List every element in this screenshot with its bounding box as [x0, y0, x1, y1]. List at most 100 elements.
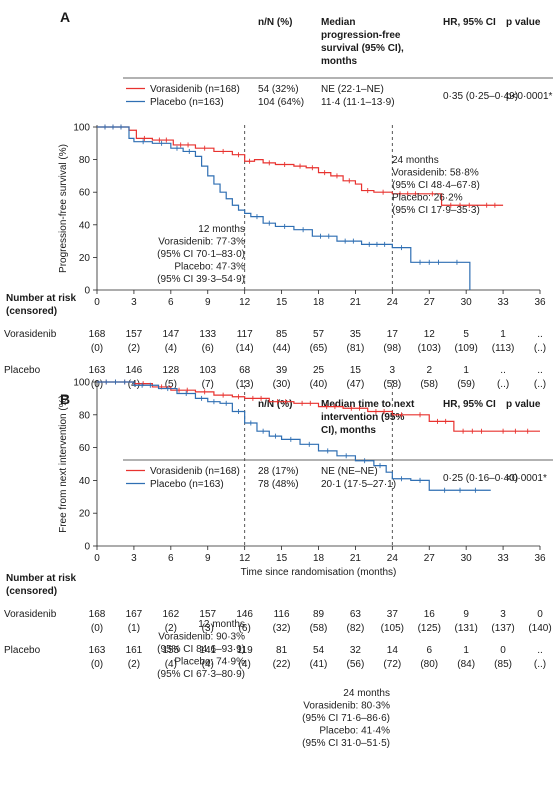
x-tick-label: 15 — [276, 553, 288, 564]
risk-count: 2 — [426, 365, 432, 376]
panel-letter: A — [60, 9, 70, 25]
risk-count: 89 — [313, 609, 325, 620]
risk-censored: (59) — [457, 379, 475, 390]
risk-count: 147 — [162, 329, 179, 340]
risk-censored: (103) — [418, 343, 441, 354]
risk-count: 9 — [463, 609, 469, 620]
x-tick-label: 18 — [313, 297, 325, 308]
risk-count: 157 — [199, 609, 216, 620]
legend-label: Vorasidenib (n=168) — [150, 84, 240, 95]
legend-label: Placebo (n=163) — [150, 97, 224, 108]
risk-censored: (44) — [273, 343, 291, 354]
risk-censored: (30) — [273, 379, 291, 390]
risk-censored: (65) — [310, 343, 328, 354]
y-tick-label: 0 — [84, 542, 90, 553]
risk-count: 163 — [89, 365, 106, 376]
x-tick-label: 6 — [168, 297, 174, 308]
risk-censored: (80) — [420, 659, 438, 670]
risk-count: 85 — [276, 329, 288, 340]
risk-table-header: Number at risk — [6, 293, 76, 304]
col-header-median: progression-free — [321, 30, 401, 41]
risk-count: 119 — [237, 645, 253, 656]
y-tick-label: 60 — [79, 443, 91, 454]
x-tick-label: 9 — [205, 553, 211, 564]
annotation-b24: (95% CI 31·0–51·5) — [302, 738, 390, 749]
risk-censored: (0) — [91, 659, 103, 670]
risk-censored: (58) — [383, 379, 401, 390]
col-header-p: p value — [506, 399, 541, 410]
panel-letter: B — [60, 391, 70, 407]
risk-censored: (..) — [534, 343, 546, 354]
risk-row-label: Vorasidenib — [4, 609, 57, 620]
annotation-a24: (95% CI 48·4–67·8) — [392, 180, 480, 191]
risk-count: .. — [537, 365, 543, 376]
risk-censored: (7) — [202, 379, 214, 390]
risk-censored: (6) — [202, 343, 214, 354]
risk-count: 117 — [237, 329, 253, 340]
annotation-a24: Vorasidenib: 58·8% — [392, 168, 479, 179]
risk-censored: (131) — [454, 623, 477, 634]
risk-censored: (4) — [165, 343, 177, 354]
risk-censored: (109) — [454, 343, 477, 354]
x-tick-label: 30 — [461, 553, 473, 564]
risk-censored: (5) — [165, 379, 177, 390]
risk-count: 39 — [276, 365, 288, 376]
x-tick-label: 21 — [350, 553, 362, 564]
risk-count: 3 — [500, 609, 506, 620]
risk-censored: (105) — [381, 623, 404, 634]
col-header-median: Median — [321, 17, 355, 28]
y-tick-label: 60 — [79, 188, 91, 199]
risk-count: 0 — [537, 609, 543, 620]
risk-row-label: Placebo — [4, 645, 41, 656]
risk-censored: (22) — [273, 659, 291, 670]
col-header-p: p value — [506, 17, 541, 28]
annotation-b12: Vorasidenib: 90·3% — [158, 632, 245, 643]
risk-censored: (2) — [128, 343, 140, 354]
annotation-a12: (95% CI 39·3–54·9) — [157, 274, 245, 285]
p-value: p<0·0001* — [506, 91, 553, 102]
risk-count: 16 — [424, 609, 436, 620]
x-tick-label: 21 — [350, 297, 362, 308]
x-axis-label: Time since randomisation (months) — [241, 567, 397, 578]
risk-count: 162 — [162, 609, 179, 620]
risk-censored: (98) — [383, 343, 401, 354]
x-tick-label: 36 — [534, 297, 546, 308]
risk-count: 1 — [463, 645, 469, 656]
annotation-b12: (95% CI 67·3–80·9) — [157, 669, 245, 680]
y-axis-label: Progression-free survival (%) — [58, 144, 69, 273]
y-tick-label: 20 — [79, 253, 91, 264]
risk-count: 146 — [126, 365, 143, 376]
risk-censored: (13) — [236, 379, 254, 390]
row-n: 78 (48%) — [258, 479, 299, 490]
col-header-median: months — [321, 56, 358, 67]
risk-count: 141 — [199, 645, 216, 656]
risk-censored: (2) — [128, 659, 140, 670]
annotation-a12: (95% CI 70·1–83·0) — [157, 249, 245, 260]
risk-count: .. — [500, 365, 506, 376]
col-header-median: survival (95% CI), — [321, 43, 404, 54]
x-tick-label: 6 — [168, 553, 174, 564]
annotation-a24: 24 months — [392, 155, 439, 166]
risk-censored: (0) — [91, 623, 103, 634]
col-header-hr: HR, 95% CI — [443, 17, 496, 28]
risk-table-header: (censored) — [6, 306, 57, 317]
risk-count: 37 — [387, 609, 399, 620]
risk-censored: (2) — [165, 623, 177, 634]
risk-count: 157 — [126, 329, 143, 340]
risk-count: 168 — [89, 329, 106, 340]
risk-count: 103 — [199, 365, 216, 376]
risk-table-header: Number at risk — [6, 573, 76, 584]
risk-censored: (113) — [492, 343, 515, 354]
row-n: 28 (17%) — [258, 466, 299, 477]
x-tick-label: 33 — [498, 297, 510, 308]
risk-censored: (40) — [310, 379, 328, 390]
risk-censored: (81) — [347, 343, 365, 354]
risk-count: 5 — [463, 329, 469, 340]
risk-censored: (3) — [202, 623, 214, 634]
row-median: 11·4 (11·1–13·9) — [321, 97, 395, 108]
risk-censored: (137) — [491, 623, 514, 634]
risk-count: 25 — [313, 365, 325, 376]
annotation-b24: 24 months — [343, 688, 390, 699]
col-header-median: intervention (95% — [321, 412, 404, 423]
